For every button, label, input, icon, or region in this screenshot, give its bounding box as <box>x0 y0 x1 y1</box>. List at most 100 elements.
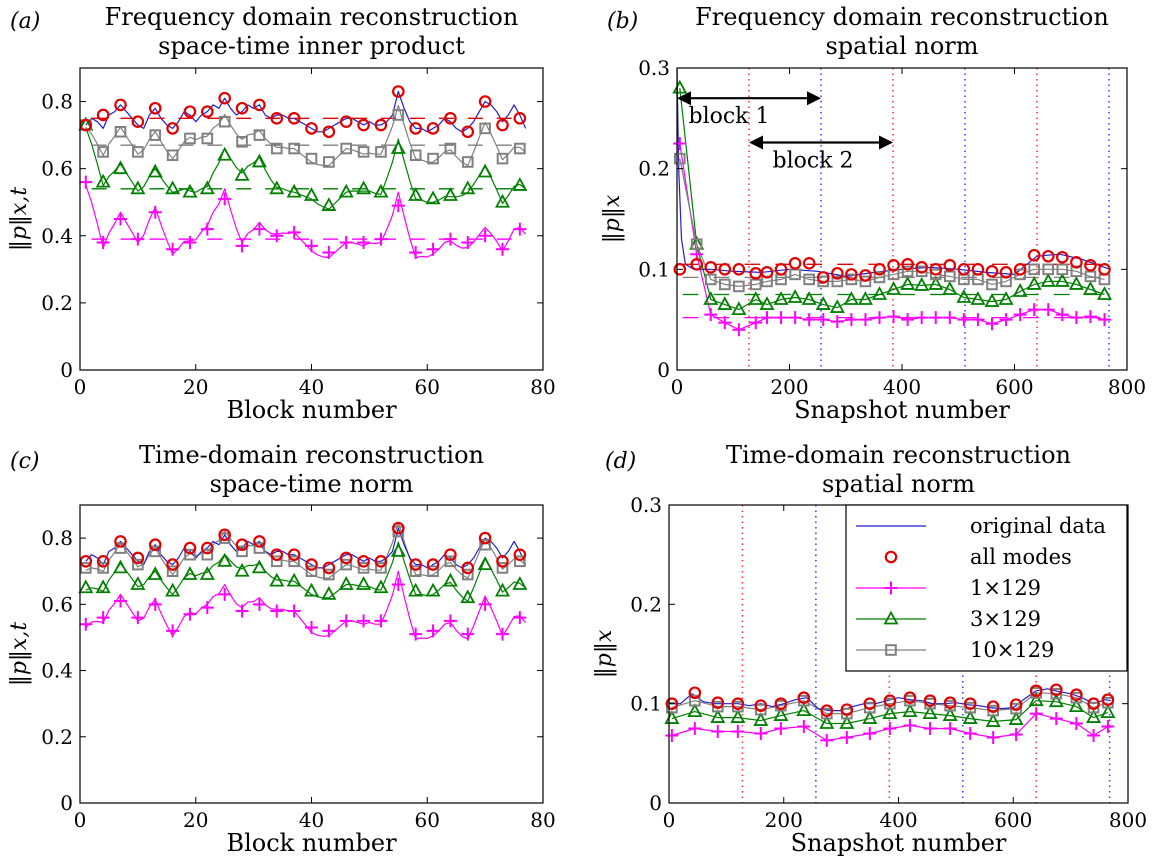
series-3x129-point <box>871 286 888 300</box>
x-tick-label: 0 <box>671 375 684 399</box>
chart-subtitle: spatial norm <box>822 470 975 498</box>
series-all-modes-point <box>218 91 231 105</box>
series-1x129-point <box>760 311 774 325</box>
series-3x129-point <box>862 710 878 724</box>
series-10x129-point <box>929 268 942 281</box>
series-3x129-line <box>671 700 1109 725</box>
series-1x129-point <box>409 627 423 641</box>
series-1x129-point <box>409 246 423 260</box>
y-tick-label: 0.2 <box>638 157 670 181</box>
series-10x129-point <box>79 562 92 574</box>
series-all-modes-point <box>131 115 145 128</box>
y-tick-label: 0.1 <box>630 692 662 716</box>
series-3x129-point <box>460 180 476 195</box>
series-3x129-line <box>679 88 1105 311</box>
series-3x129-point <box>269 180 285 195</box>
series-10x129-point <box>1098 273 1111 286</box>
series-1x129-point <box>391 199 405 213</box>
series-all-modes-point <box>218 528 231 542</box>
series-all-modes-point <box>985 265 999 278</box>
series-1x129-point <box>971 313 985 327</box>
series-all-modes-point <box>166 558 179 571</box>
series-1x129-point <box>711 724 725 738</box>
series-3x129-point <box>914 277 930 291</box>
series-1x129-point <box>391 577 405 591</box>
series-1x129-point <box>1029 707 1043 721</box>
series-all-modes-point <box>903 691 917 705</box>
series-all-modes-point <box>929 263 943 276</box>
series-1x129-point <box>495 242 509 256</box>
series-all-modes-point <box>287 548 301 561</box>
y-tick-label: 0.8 <box>41 526 73 550</box>
series-10x129-point <box>514 555 526 568</box>
series-1x129-point <box>887 310 901 324</box>
series-3x129-point <box>1100 704 1116 719</box>
series-3x129-point <box>217 552 233 567</box>
series-all-modes-point <box>183 105 197 118</box>
y-tick-label: 0.6 <box>41 592 73 616</box>
series-10x129-point <box>357 562 370 574</box>
series-3x129-point <box>902 703 918 718</box>
series-10x129-point <box>114 125 127 138</box>
series-all-modes-point <box>357 118 370 132</box>
series-10x129-point <box>859 275 872 288</box>
series-3x129-point <box>942 707 958 721</box>
series-10x129-point <box>201 132 214 145</box>
series-10x129-point <box>831 275 844 288</box>
series-3x129-point <box>956 289 972 303</box>
series-10x129-point <box>461 568 474 581</box>
series-1x129-point <box>183 607 197 621</box>
series-3x129-point <box>251 153 267 168</box>
series-all-modes-point <box>820 704 834 717</box>
legend-marker <box>884 550 898 564</box>
series-all-modes-point <box>859 269 872 282</box>
series-1x129-point <box>148 597 162 611</box>
series-all-modes-point <box>392 521 405 535</box>
legend-label: 1×129 <box>970 576 1041 600</box>
series-10x129-point <box>409 565 422 578</box>
series-10x129-point <box>270 555 283 568</box>
series-1x129-point <box>235 604 249 618</box>
series-3x129-point <box>130 576 146 590</box>
series-all-modes-point <box>96 554 110 568</box>
panel-a: (a) Frequency domain reconstructionspace-… <box>7 3 556 424</box>
series-1x129-point <box>1069 311 1083 325</box>
series-3x129-point <box>234 166 250 181</box>
arrow-head-left <box>677 91 691 106</box>
series-3x129-point <box>962 710 978 724</box>
series-all-modes-point <box>235 101 249 115</box>
chart-subtitle: space-time norm <box>210 470 414 498</box>
series-10x129-point <box>392 109 405 121</box>
series-3x129-point <box>815 296 831 310</box>
series-all-modes-point <box>444 548 457 561</box>
series-all-modes-point <box>774 263 788 276</box>
series-1x129-point <box>218 192 232 206</box>
series-1x129-point <box>1027 303 1041 317</box>
series-3x129-point <box>442 187 458 201</box>
series-1x129-point <box>443 614 457 628</box>
series-1x129-point <box>915 311 929 325</box>
series-all-modes-point <box>253 98 266 112</box>
series-3x129-point <box>442 572 458 587</box>
series-all-modes-point <box>1087 697 1100 710</box>
series-3x129-point <box>829 299 845 313</box>
series-3x129-point <box>731 301 747 315</box>
series-10x129-point <box>986 278 998 291</box>
series-10x129-point <box>427 565 439 578</box>
series-3x129-point <box>303 187 320 201</box>
series-1x129-point <box>1101 720 1115 734</box>
series-3x129-point <box>687 703 703 718</box>
series-1x129-point <box>840 730 854 744</box>
series-all-modes-point <box>802 256 816 270</box>
series-10x129-point <box>1014 268 1026 281</box>
series-3x129-point <box>1040 273 1056 287</box>
series-3x129-point <box>286 572 302 587</box>
series-all-modes-point <box>305 122 318 135</box>
series-3x129-point <box>373 579 389 594</box>
chart-title: Frequency domain reconstruction <box>105 3 519 31</box>
series-10x129-point <box>97 146 109 158</box>
series-10x129-point <box>166 149 179 162</box>
series-1x129-point <box>901 313 915 327</box>
series-all-modes-point <box>863 697 877 710</box>
x-tick-label: 80 <box>530 808 555 832</box>
